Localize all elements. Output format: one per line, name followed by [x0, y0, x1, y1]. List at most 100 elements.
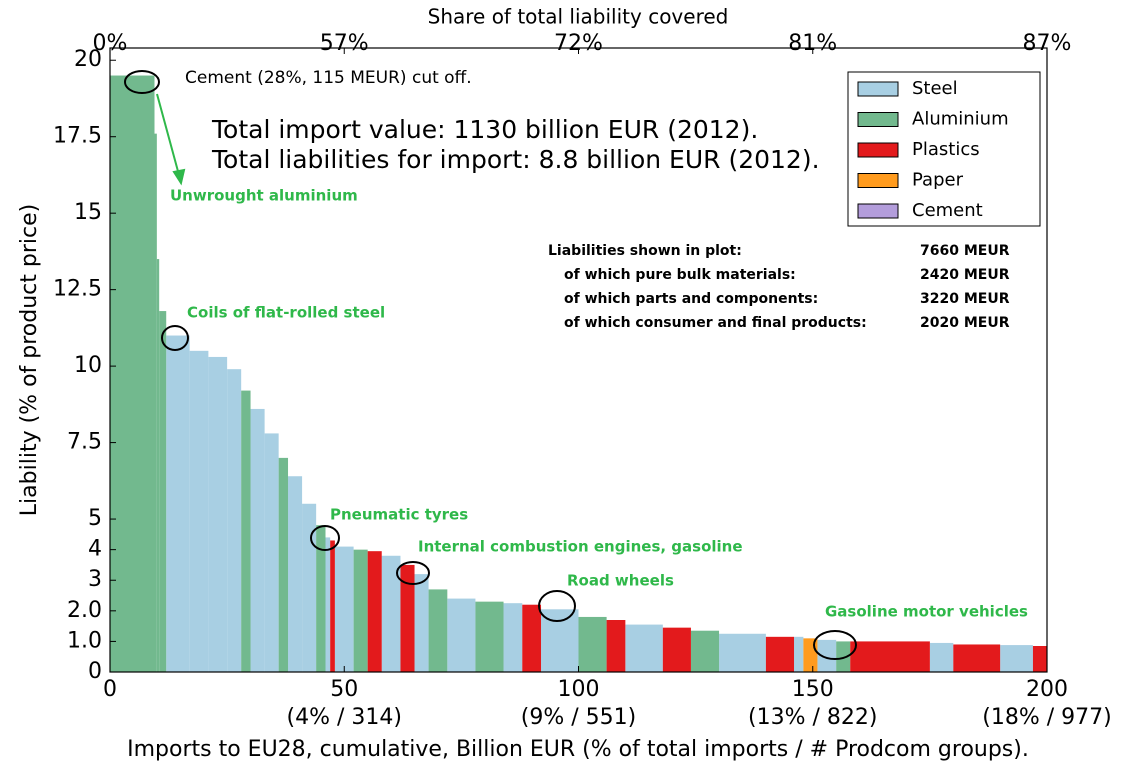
bar	[330, 540, 335, 672]
bar	[278, 457, 289, 672]
y-tick-label: 15	[74, 200, 102, 225]
top-x-tick-label: 87%	[1023, 31, 1072, 56]
x-tick-sublabel: (9% / 551)	[521, 705, 636, 730]
bar	[250, 408, 265, 672]
top-x-tick-label: 0%	[93, 31, 128, 56]
legend-label: Steel	[912, 78, 958, 99]
legend-swatch	[857, 81, 899, 97]
x-tick-label: 200	[1026, 677, 1068, 702]
y-tick-label: 17.5	[53, 124, 102, 149]
circle	[813, 630, 857, 660]
x-tick-label: 150	[792, 677, 834, 702]
bar	[690, 630, 720, 672]
bar	[765, 636, 795, 672]
x-tick-sublabel: (13% / 822)	[748, 705, 877, 730]
circle	[396, 561, 430, 585]
highlight-circles	[124, 70, 857, 660]
x-axis-label: Imports to EU28, cumulative, Billion EUR…	[127, 737, 1029, 762]
circle	[538, 590, 576, 622]
bar	[367, 551, 382, 672]
bar	[662, 627, 691, 672]
summary-value: 2020 MEUR	[920, 315, 1010, 331]
y-axis-label: Liability (% of product price)	[17, 204, 42, 516]
top-axis-label: Share of total liability covered	[428, 5, 729, 29]
legend-label: Plastics	[912, 139, 980, 160]
bar	[353, 549, 368, 672]
arrow	[156, 93, 186, 186]
bar	[1000, 645, 1033, 672]
bar	[414, 574, 429, 672]
bar	[159, 311, 167, 672]
bar	[227, 369, 242, 672]
bar	[475, 601, 504, 672]
bar	[316, 525, 326, 672]
y-tick-label: 5	[88, 506, 102, 531]
bar	[929, 642, 954, 672]
summary-label: of which consumer and final products:	[564, 315, 867, 331]
circle	[124, 70, 160, 94]
bars	[110, 75, 1047, 672]
product-label: Gasoline motor vehicles	[825, 603, 1028, 621]
bar	[625, 624, 663, 672]
legend-swatch	[857, 112, 899, 127]
summary-value: 3220 MEUR	[920, 291, 1010, 307]
bar	[325, 537, 331, 672]
x-tick-sublabel: (18% / 977)	[982, 705, 1111, 730]
bar	[302, 503, 317, 672]
bar	[189, 350, 209, 672]
bar	[578, 616, 607, 672]
bar	[836, 641, 851, 672]
arrow-head	[172, 168, 186, 186]
legend-swatch	[857, 203, 899, 219]
x-tick-sublabel: (4% / 314)	[287, 705, 402, 730]
bar	[850, 641, 930, 672]
bar	[1032, 646, 1047, 672]
y-tick-label: 7.5	[67, 430, 102, 455]
legend: Steel Aluminium Plastics Paper Cement	[847, 71, 1041, 227]
bar	[503, 603, 523, 672]
product-label: Unwrought aluminium	[170, 187, 358, 205]
summary-label: of which parts and components:	[564, 291, 818, 307]
legend-label: Paper	[912, 170, 964, 191]
y-tick-label: 12.5	[53, 277, 102, 302]
bar	[334, 546, 354, 672]
bar	[241, 390, 251, 672]
annotation: Total liabilities for import: 8.8 billio…	[211, 145, 820, 174]
y-tick-label: 0	[88, 659, 102, 684]
bar	[522, 604, 542, 672]
summary-value: 7660 MEUR	[920, 243, 1010, 259]
bar	[803, 638, 818, 672]
legend-label: Cement	[912, 200, 983, 221]
bar	[953, 644, 1001, 672]
summary: Liabilities shown in plot: 7660 MEUR of wh…	[548, 243, 1010, 331]
y-tick-label: 10	[74, 353, 102, 378]
top-x-tick-label: 72%	[554, 31, 603, 56]
bar	[166, 335, 190, 672]
bar	[606, 620, 626, 672]
annotation: Cement (28%, 115 MEUR) cut off.	[185, 68, 472, 88]
bar	[154, 133, 157, 672]
y-tick-label: 20	[74, 47, 102, 72]
circle	[310, 525, 340, 551]
bar	[447, 598, 476, 672]
top-x-tick-label: 81%	[788, 31, 837, 56]
y-tick-label: 1.0	[67, 628, 102, 653]
legend-swatch	[857, 173, 899, 188]
y-tick-label: 4	[88, 537, 102, 562]
product-label: Coils of flat-rolled steel	[187, 304, 385, 322]
summary-label: Liabilities shown in plot:	[548, 243, 742, 259]
summary-value: 2420 MEUR	[920, 267, 1010, 283]
x-tick-label: 50	[330, 677, 358, 702]
product-label: Pneumatic tyres	[330, 506, 468, 524]
bar	[208, 356, 228, 672]
bar	[719, 633, 766, 672]
annotation: Total import value: 1130 billion EUR (20…	[211, 115, 758, 144]
legend-swatch	[857, 142, 899, 158]
bar	[817, 639, 837, 672]
y-tick-label: 2.0	[67, 598, 102, 623]
arrow-line	[156, 93, 180, 176]
top-x-tick-label: 57%	[320, 31, 369, 56]
bar	[400, 564, 415, 672]
product-label: Internal combustion engines, gasoline	[418, 538, 743, 556]
